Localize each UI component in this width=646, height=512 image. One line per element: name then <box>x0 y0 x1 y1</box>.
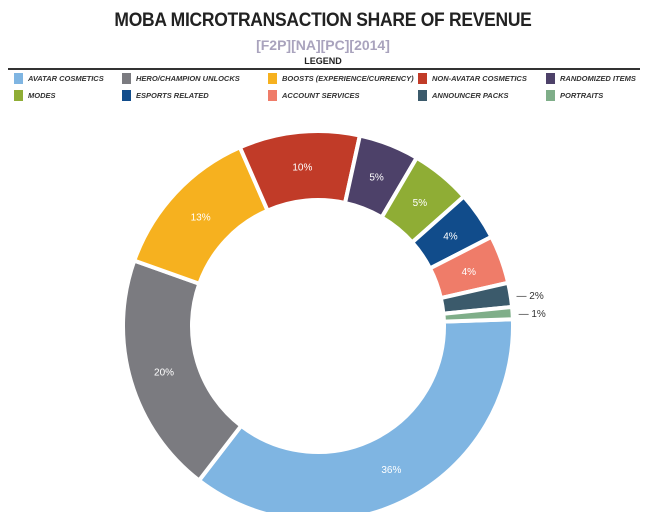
legend-item: ACCOUNT SERVICES <box>268 89 418 102</box>
legend-item: RANDOMIZED ITEMS <box>546 72 646 85</box>
legend-swatch <box>418 90 427 101</box>
legend-swatch <box>122 73 131 84</box>
legend-item: AVATAR COSMETICS <box>14 72 122 85</box>
slice-portraits <box>441 304 515 324</box>
legend-item: BOOSTS (EXPERIENCE/CURRENCY) <box>268 72 418 85</box>
slice-avatar-cosmetics <box>196 317 515 512</box>
legend-label: ANNOUNCER PACKS <box>432 91 509 100</box>
legend-item: PORTRAITS <box>546 89 646 102</box>
data-label: — 1% <box>519 309 546 320</box>
legend-item: HERO/CHAMPION UNLOCKS <box>122 72 268 85</box>
legend-swatch <box>14 73 23 84</box>
legend-swatch <box>122 90 131 101</box>
legend-swatch <box>546 73 555 84</box>
legend-label: PORTRAITS <box>560 91 604 100</box>
legend-label: NON-AVATAR COSMETICS <box>432 74 527 83</box>
legend-item: ESPORTS RELATED <box>122 89 268 102</box>
legend-item: MODES <box>14 89 122 102</box>
legend-swatch <box>268 73 277 84</box>
legend: AVATAR COSMETICS HERO/CHAMPION UNLOCKS BOO… <box>14 72 644 102</box>
legend-swatch <box>546 90 555 101</box>
data-label: 5% <box>369 173 384 184</box>
slice-hero-champion-unlocks <box>121 258 244 484</box>
legend-item: ANNOUNCER PACKS <box>418 89 546 102</box>
legend-label: ESPORTS RELATED <box>136 91 209 100</box>
data-label: 20% <box>154 367 174 378</box>
legend-swatch <box>268 90 277 101</box>
legend-label: RANDOMIZED ITEMS <box>560 74 636 83</box>
legend-item: NON-AVATAR COSMETICS <box>418 72 546 85</box>
data-label: 36% <box>381 465 401 476</box>
data-label: 10% <box>292 162 312 173</box>
legend-label: AVATAR COSMETICS <box>28 74 104 83</box>
data-label: 5% <box>413 198 428 209</box>
legend-divider <box>8 68 640 70</box>
legend-label: BOOSTS (EXPERIENCE/CURRENCY) <box>282 74 414 83</box>
legend-title: LEGEND <box>304 56 342 66</box>
data-label: 4% <box>462 267 477 278</box>
legend-swatch <box>418 73 427 84</box>
chart-title: MOBA MICROTRANSACTION SHARE OF REVENUE <box>114 10 532 31</box>
legend-swatch <box>14 90 23 101</box>
legend-label: ACCOUNT SERVICES <box>282 91 360 100</box>
data-label: 4% <box>443 231 458 242</box>
legend-label: MODES <box>28 91 56 100</box>
data-label: 13% <box>191 213 211 224</box>
chart-subtitle: [F2P][NA][PC][2014] <box>256 37 390 53</box>
legend-label: HERO/CHAMPION UNLOCKS <box>136 74 240 83</box>
data-label: — 2% <box>516 291 543 302</box>
